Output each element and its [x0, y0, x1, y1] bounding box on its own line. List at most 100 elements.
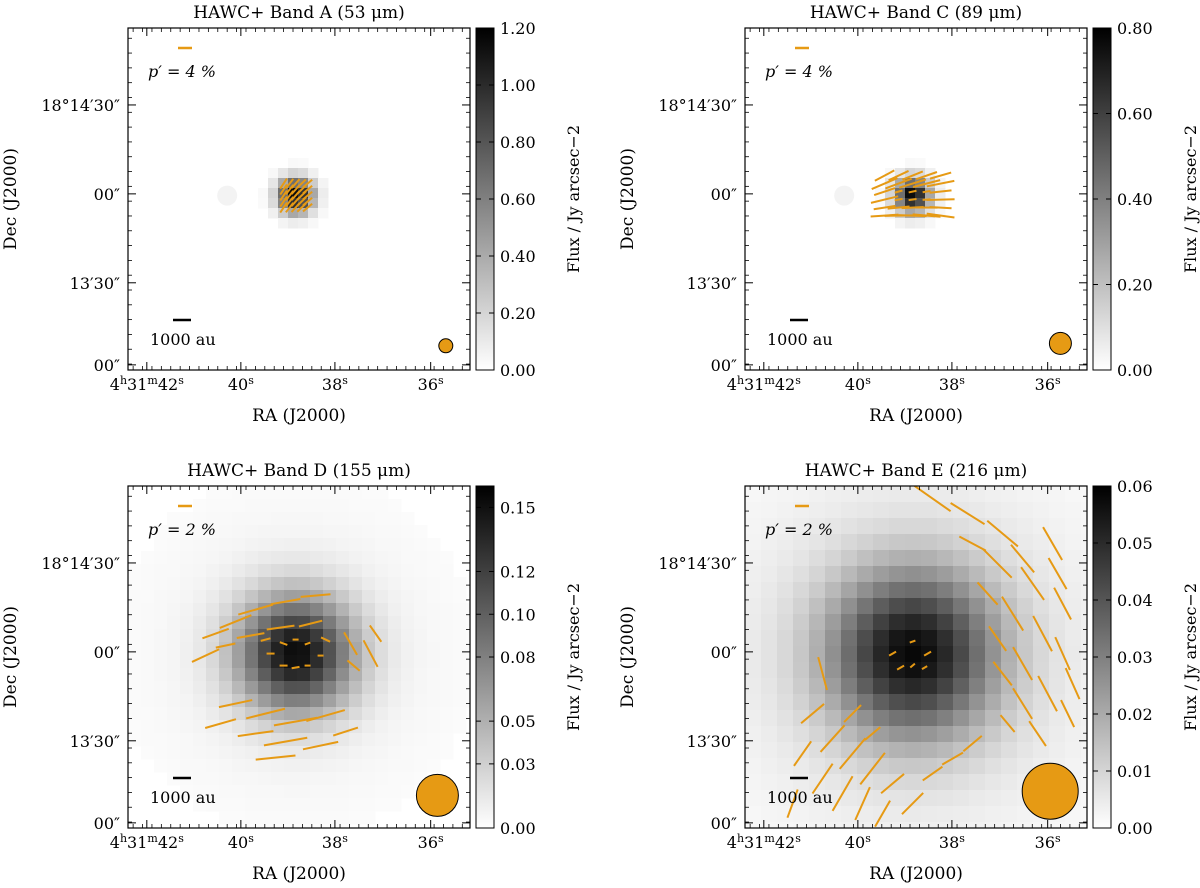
map-pixel: [777, 646, 794, 663]
map-pixel: [128, 694, 142, 708]
map-pixel: [141, 668, 155, 682]
map-pixel: [921, 566, 938, 583]
map-pixel: [1033, 822, 1050, 828]
map-pixel: [905, 518, 922, 535]
map-pixel: [375, 681, 389, 695]
map-pixel: [375, 707, 389, 721]
map-pixel: [937, 694, 954, 711]
map-pixel: [232, 655, 246, 669]
map-pixel: [841, 486, 858, 503]
map-pixel: [921, 822, 938, 828]
map-pixel: [284, 564, 298, 578]
map-pixel: [167, 759, 181, 773]
map-pixel: [206, 655, 220, 669]
map-pixel: [193, 512, 207, 526]
map-pixel: [1065, 646, 1082, 663]
map-pixel: [793, 630, 810, 647]
polarization-vector: [270, 597, 301, 606]
map-pixel: [278, 168, 289, 179]
map-pixel: [745, 582, 762, 599]
map-pixel: [921, 614, 938, 631]
map-pixel: [297, 616, 311, 630]
map-pixel: [969, 486, 986, 503]
map-pixel: [284, 694, 298, 708]
map-pixel: [889, 518, 906, 535]
map-pixel: [258, 616, 272, 630]
map-pixel: [985, 742, 1002, 759]
polarization-vector: [296, 178, 307, 189]
map-pixel: [440, 590, 454, 604]
map-pixel: [1001, 550, 1018, 567]
map-pixel: [375, 720, 389, 734]
map-pixel: [258, 811, 272, 825]
map-pixel: [953, 806, 970, 823]
map-pixel: [873, 630, 890, 647]
y-tick-label: 00″: [711, 356, 737, 375]
map-pixel: [969, 630, 986, 647]
polarization-vector: [926, 212, 955, 219]
plot-frame: [127, 485, 471, 829]
map-pixel: [271, 603, 285, 617]
map-pixel: [245, 772, 259, 786]
map-pixel: [905, 178, 916, 189]
map-pixel: [889, 662, 906, 679]
map-pixel: [401, 512, 415, 526]
map-pixel: [271, 798, 285, 812]
map-pixel: [453, 577, 467, 591]
map-pixel: [388, 577, 402, 591]
map-pixel: [271, 525, 285, 539]
colorbar-label: Flux / Jy arcsec−2: [564, 125, 583, 273]
polarization-vector: [894, 189, 903, 194]
map-pixel: [388, 629, 402, 643]
map-pixel: [232, 798, 246, 812]
map-pixel: [284, 577, 298, 591]
map-pixel: [873, 774, 890, 791]
map-pixel: [401, 772, 415, 786]
map-pixel: [453, 603, 467, 617]
map-pixel: [219, 811, 233, 825]
map-pixel: [154, 577, 168, 591]
map-pixel: [245, 564, 259, 578]
polarization-vector: [285, 178, 295, 189]
map-pixel: [388, 798, 402, 812]
map-pixel: [1081, 726, 1087, 743]
map-pixel: [308, 198, 319, 209]
map-pixel: [841, 614, 858, 631]
map-pixel: [873, 790, 890, 807]
map-pixel: [440, 551, 454, 565]
polarization-vector: [831, 775, 854, 812]
map-pixel: [180, 759, 194, 773]
map-pixel: [297, 564, 311, 578]
map-pixel: [258, 499, 272, 513]
map-pixel: [414, 746, 428, 760]
map-pixel: [349, 733, 363, 747]
map-pixel: [180, 603, 194, 617]
map-pixel: [154, 694, 168, 708]
map-pixel: [761, 790, 778, 807]
map-pixel: [809, 758, 826, 775]
map-pixel: [1065, 694, 1082, 711]
map-pixel: [1065, 614, 1082, 631]
map-pixel: [745, 550, 762, 567]
polarization-vector: [219, 614, 252, 629]
colorbar-tick-label: 0.02: [1117, 705, 1153, 724]
map-pixel: [921, 758, 938, 775]
polarization-vector: [279, 178, 288, 190]
map-pixel: [414, 720, 428, 734]
map-pixel: [841, 662, 858, 679]
map-pixel: [1017, 758, 1034, 775]
map-pixel: [761, 774, 778, 791]
map-pixel: [873, 694, 890, 711]
map-pixel: [323, 525, 337, 539]
map-pixel: [937, 710, 954, 727]
map-pixel: [825, 630, 842, 647]
map-pixel: [206, 694, 220, 708]
colorbar-tick-label: 0.20: [1117, 276, 1153, 295]
map-pixel: [206, 616, 220, 630]
map-pixel: [969, 582, 986, 599]
map-pixel: [219, 512, 233, 526]
map-pixel: [440, 733, 454, 747]
map-pixel: [336, 785, 350, 799]
map-pixel: [889, 646, 906, 663]
map-pixel: [1033, 534, 1050, 551]
